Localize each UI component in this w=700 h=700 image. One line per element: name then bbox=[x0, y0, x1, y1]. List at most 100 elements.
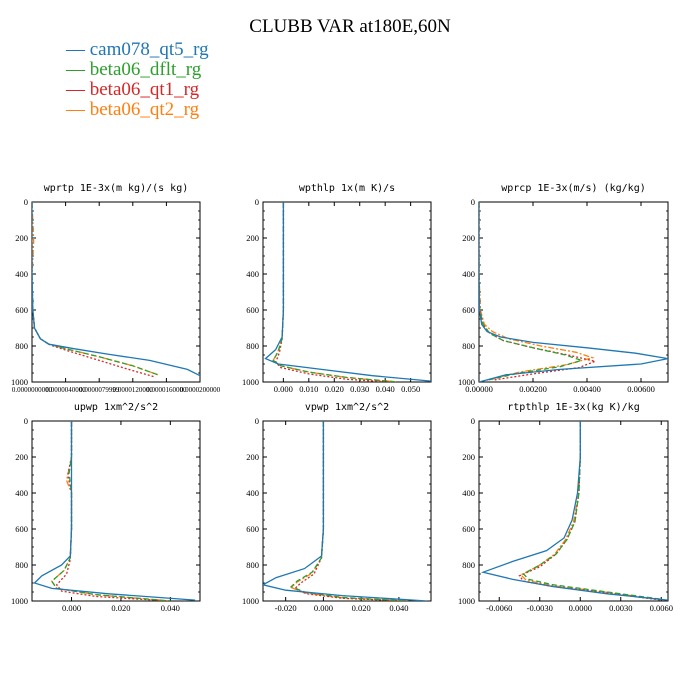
xtick-label: -0.0060 bbox=[486, 603, 512, 613]
ytick-label: 800 bbox=[246, 560, 259, 570]
ytick-label: 400 bbox=[15, 269, 28, 279]
ytick-label: 0 bbox=[471, 416, 475, 426]
ytick-label: 800 bbox=[15, 560, 28, 570]
series-line-0 bbox=[33, 421, 196, 601]
ytick-label: 0 bbox=[255, 197, 259, 207]
xtick-label: 0.0000120000 bbox=[113, 386, 154, 394]
ytick-label: 1000 bbox=[11, 596, 28, 606]
panel-4: vpwp 1xm^2/s^2 0 200 400 600 800 1000 -0.020 0.0… bbox=[242, 402, 432, 613]
ytick-label: 800 bbox=[246, 341, 259, 351]
ytick-label: 0 bbox=[255, 416, 259, 426]
series-line-1 bbox=[32, 202, 159, 376]
page-title: CLUBB VAR at180E,60N bbox=[249, 16, 451, 37]
xtick-label: 0.020 bbox=[111, 603, 130, 613]
xtick-label: 0.00600 bbox=[627, 384, 655, 394]
xtick-label: 0.00000 bbox=[465, 384, 493, 394]
ytick-label: 600 bbox=[15, 524, 28, 534]
panel-2: wprcp 1E-3x(m/s) (kg/kg) 0 200 400 600 800 100… bbox=[458, 183, 669, 394]
series-line-0 bbox=[264, 202, 431, 382]
xtick-label: 0.00200 bbox=[519, 384, 547, 394]
series-line-3 bbox=[479, 202, 595, 381]
panel-frame-1 bbox=[262, 201, 432, 383]
series-line-1 bbox=[290, 421, 409, 601]
ytick-label: 1000 bbox=[11, 377, 28, 387]
panel-title-5: rtpthlp 1E-3x(kg K)/kg bbox=[507, 402, 639, 413]
xtick-label: -0.0030 bbox=[527, 603, 553, 613]
xtick-label: 0.0000079999 bbox=[79, 386, 120, 394]
series-line-3 bbox=[50, 421, 171, 601]
xtick-label: 0.0000160000 bbox=[146, 386, 187, 394]
xtick-label: 0.040 bbox=[389, 603, 408, 613]
ytick-label: 0 bbox=[471, 197, 475, 207]
series-line-2 bbox=[55, 421, 171, 601]
xtick-label: 0.0000040000 bbox=[45, 386, 86, 394]
xtick-label: 0.0030 bbox=[609, 603, 632, 613]
ytick-label: 600 bbox=[246, 305, 259, 315]
ytick-label: 800 bbox=[462, 341, 475, 351]
panel-5: rtpthlp 1E-3x(kg K)/kg 0 200 400 600 800 1000 -… bbox=[458, 402, 673, 613]
ytick-label: 600 bbox=[246, 524, 259, 534]
ytick-label: 600 bbox=[462, 305, 475, 315]
xtick-label: 0.010 bbox=[299, 384, 318, 394]
ytick-label: 800 bbox=[15, 341, 28, 351]
series-line-0 bbox=[479, 202, 668, 382]
series-line-2 bbox=[293, 421, 409, 601]
panel-title-3: upwp 1xm^2/s^2 bbox=[74, 402, 158, 413]
panel-1: wpthlp 1x(m K)/s 0 200 400 600 800 1000 0.000 0.… bbox=[242, 183, 432, 394]
panel-frame-3 bbox=[31, 420, 201, 602]
xtick-label: 0.000 bbox=[314, 603, 333, 613]
ytick-label: 200 bbox=[246, 452, 259, 462]
xtick-label: 0.020 bbox=[325, 384, 344, 394]
ytick-label: 200 bbox=[15, 233, 28, 243]
ytick-label: 400 bbox=[462, 488, 475, 498]
panel-3: upwp 1xm^2/s^2 0 200 400 600 800 1000 0.000 0.02… bbox=[11, 402, 201, 613]
xtick-label: 0.050 bbox=[401, 384, 420, 394]
xtick-label: 0.030 bbox=[350, 384, 369, 394]
series-line-0 bbox=[263, 421, 428, 601]
ytick-label: 600 bbox=[462, 524, 475, 534]
xtick-label: 0.040 bbox=[376, 384, 395, 394]
series-line-3 bbox=[272, 202, 398, 382]
ytick-label: 1000 bbox=[242, 377, 259, 387]
series-line-2 bbox=[32, 202, 154, 378]
legend-item-2: — beta06_qt1_rg bbox=[66, 79, 200, 100]
ytick-label: 1000 bbox=[458, 596, 475, 606]
ytick-label: 200 bbox=[246, 233, 259, 243]
ytick-label: 0 bbox=[24, 197, 28, 207]
ytick-label: 400 bbox=[246, 488, 259, 498]
legend: — cam078_qt5_rg — beta06_dflt_rg — beta0… bbox=[66, 40, 209, 120]
series-line-1 bbox=[479, 202, 584, 381]
ytick-label: 200 bbox=[462, 452, 475, 462]
legend-item-1: — beta06_dflt_rg bbox=[66, 59, 202, 80]
series-line-0 bbox=[32, 202, 200, 377]
ytick-label: 1000 bbox=[242, 596, 259, 606]
panel-title-0: wprtp 1E-3x(m kg)/(s kg) bbox=[44, 183, 189, 194]
xtick-label: 0.0000000000 bbox=[12, 386, 53, 394]
legend-item-0: — cam078_qt5_rg bbox=[66, 39, 209, 60]
xtick-label: 0.000 bbox=[62, 603, 81, 613]
series-line-3 bbox=[290, 421, 409, 601]
ytick-label: 400 bbox=[246, 269, 259, 279]
ytick-label: 400 bbox=[15, 488, 28, 498]
legend-item-3: — beta06_qt2_rg bbox=[66, 99, 200, 120]
ytick-label: 1000 bbox=[458, 377, 475, 387]
series-line-2 bbox=[274, 202, 391, 382]
xtick-label: -0.020 bbox=[275, 603, 297, 613]
xtick-label: 0.00400 bbox=[573, 384, 601, 394]
series-line-1 bbox=[50, 421, 171, 601]
panel-title-2: wprcp 1E-3x(m/s) (kg/kg) bbox=[501, 183, 646, 194]
panel-title-4: vpwp 1xm^2/s^2 bbox=[305, 402, 389, 413]
series-line-1 bbox=[272, 202, 398, 382]
xtick-label: 0.040 bbox=[161, 603, 180, 613]
panel-0: wprtp 1E-3x(m kg)/(s kg) 0 200 400 600 800 100… bbox=[11, 183, 221, 394]
series-line-1 bbox=[522, 421, 662, 600]
panel-frame-2 bbox=[478, 201, 669, 383]
series-line-3 bbox=[32, 202, 159, 376]
xtick-label: 0.0000 bbox=[569, 603, 592, 613]
ytick-label: 200 bbox=[462, 233, 475, 243]
series-line-2 bbox=[518, 421, 662, 601]
ytick-label: 800 bbox=[462, 560, 475, 570]
series-line-0 bbox=[480, 421, 668, 601]
series-line-2 bbox=[479, 202, 598, 381]
